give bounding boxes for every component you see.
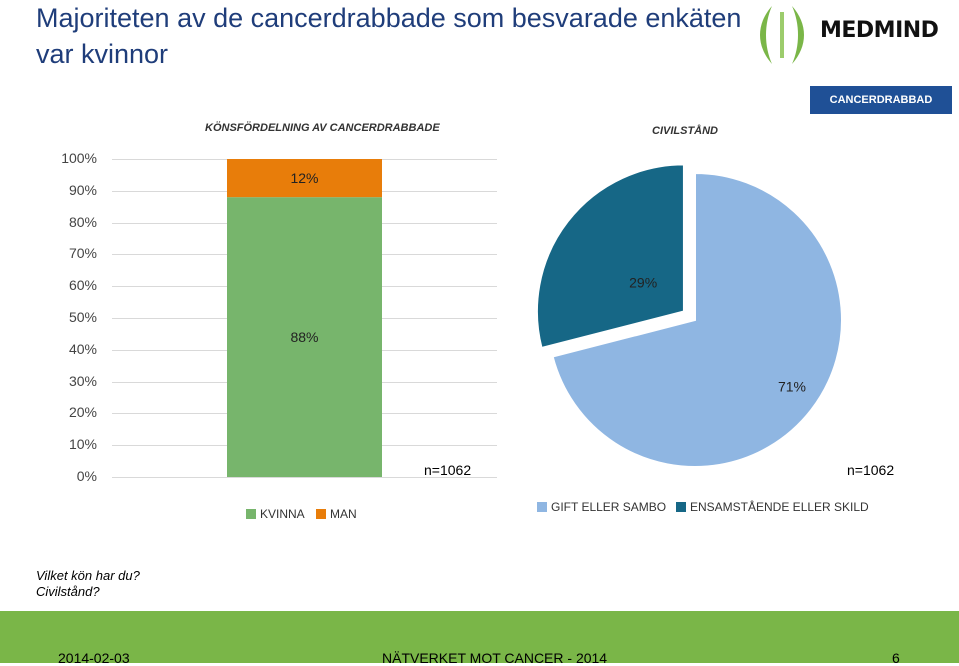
medmind-logo-text: MEDMIND	[820, 18, 939, 43]
bar-chart-title: KÖNSFÖRDELNING AV CANCERDRABBADE	[205, 122, 440, 134]
pie-data-label: 29%	[629, 275, 657, 291]
y-tick-label: 60%	[68, 277, 97, 294]
y-tick-label: 100%	[61, 150, 97, 166]
gridline	[112, 254, 497, 255]
gridline	[112, 286, 497, 287]
legend-swatch-man	[316, 509, 326, 519]
y-tick-label: 70%	[68, 245, 97, 262]
legend-swatch-gift	[537, 502, 547, 512]
category-badge: CANCERDRABBAD	[810, 86, 952, 114]
y-tick-label: 80%	[68, 213, 97, 230]
y-tick-label: 10%	[68, 436, 97, 453]
gridline	[112, 350, 497, 351]
legend-kvinna: KVINNA	[246, 507, 305, 521]
y-tick-label: 40%	[68, 340, 97, 357]
legend-gift: GIFT ELLER SAMBO	[537, 500, 666, 514]
legend-swatch-kvinna	[246, 509, 256, 519]
bar-n-label: n=1062	[424, 462, 472, 478]
pie-n-label: n=1062	[847, 462, 895, 478]
bar-data-label-kvinna: 88%	[290, 329, 318, 345]
gridline	[112, 159, 497, 160]
legend-label-gift: GIFT ELLER SAMBO	[551, 500, 667, 514]
gridline	[112, 382, 497, 383]
legend-ensam: ENSAMSTÅENDE ELLER SKILD	[676, 500, 869, 514]
pie-slice	[535, 163, 685, 350]
footer-date: 2014-02-03	[58, 650, 130, 666]
footer-page-number: 6	[892, 650, 900, 666]
medmind-logo-icon	[760, 6, 804, 64]
bar-data-label-man: 12%	[290, 170, 318, 186]
legend-label-kvinna: KVINNA	[260, 507, 305, 521]
gridline	[112, 445, 497, 446]
legend-label-man: MAN	[330, 507, 357, 521]
pie-data-label: 71%	[778, 378, 806, 394]
legend-label-ensam: ENSAMSTÅENDE ELLER SKILD	[690, 500, 869, 514]
footer-bar: 2014-02-03 NÄTVERKET MOT CANCER - 2014 6	[0, 611, 959, 666]
pie-chart-title: CIVILSTÅND	[652, 125, 718, 137]
legend-swatch-ensam	[676, 502, 686, 512]
question-civil: Civilstånd?	[36, 584, 100, 599]
bar-segment-kvinna	[227, 197, 382, 477]
gridline	[112, 191, 497, 192]
y-tick-label: 30%	[68, 372, 97, 389]
gridline	[112, 413, 497, 414]
footer-center-text: NÄTVERKET MOT CANCER - 2014	[382, 650, 608, 666]
legend-man: MAN	[316, 507, 357, 521]
y-tick-label: 20%	[68, 404, 97, 421]
gridline	[112, 318, 497, 319]
y-tick-label: 0%	[76, 468, 97, 484]
pie-slice	[551, 171, 843, 468]
gridline	[112, 223, 497, 224]
y-tick-label: 90%	[68, 181, 97, 198]
page-title: Majoriteten av de cancerdrabbade som bes…	[36, 3, 742, 69]
question-gender: Vilket kön har du?	[36, 568, 140, 583]
gridline	[112, 477, 497, 478]
y-tick-label: 50%	[68, 309, 97, 325]
